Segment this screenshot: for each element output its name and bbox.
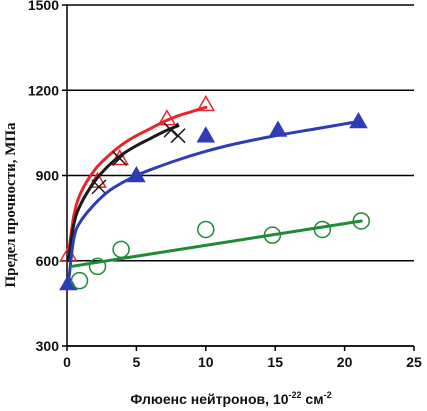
y-tick-label: 300 bbox=[36, 338, 60, 354]
series-2-line bbox=[66, 124, 180, 263]
x-axis-title: Флюенс нейтронов, 10-22 см-2 bbox=[130, 390, 331, 407]
x-tick-label: 20 bbox=[337, 354, 353, 370]
x-axis-title-unit-exponent: -2 bbox=[324, 390, 332, 400]
data-point bbox=[196, 126, 216, 143]
series-1-line bbox=[66, 105, 208, 257]
data-point bbox=[91, 179, 107, 195]
data-point bbox=[197, 220, 215, 239]
data-point bbox=[313, 220, 332, 239]
series-4-line bbox=[69, 219, 363, 268]
x-axis-title-exponent: -22 bbox=[289, 390, 302, 400]
axes bbox=[62, 4, 415, 351]
data-point bbox=[163, 122, 179, 138]
y-tick-label: 1200 bbox=[28, 82, 59, 98]
x-tick-label: 25 bbox=[406, 354, 422, 370]
data-point bbox=[127, 165, 146, 183]
y-tick-label: 900 bbox=[36, 168, 60, 184]
data-point bbox=[263, 226, 282, 244]
data-point bbox=[349, 111, 368, 129]
x-tick-label: 0 bbox=[63, 354, 71, 370]
y-tick-label: 600 bbox=[36, 253, 60, 269]
plot-area bbox=[59, 94, 371, 291]
series-4 bbox=[69, 212, 371, 290]
data-point bbox=[112, 150, 128, 166]
series-3 bbox=[59, 111, 368, 291]
y-axis-title: Предел прочности, МПа bbox=[3, 122, 19, 288]
data-point bbox=[268, 120, 288, 137]
data-point bbox=[196, 94, 216, 112]
data-point bbox=[88, 171, 107, 188]
y-tick-label: 1500 bbox=[28, 0, 59, 13]
x-axis-title-unit: см bbox=[302, 391, 324, 407]
x-tick-label: 5 bbox=[133, 354, 141, 370]
data-point bbox=[170, 128, 186, 144]
data-point bbox=[352, 212, 371, 230]
data-point bbox=[70, 271, 89, 290]
y-tick-labels: 300 600 900 1200 1500 bbox=[28, 0, 59, 354]
grid-lines bbox=[67, 4, 414, 347]
x-tick-label: 10 bbox=[198, 354, 214, 370]
data-point bbox=[112, 240, 130, 259]
data-point bbox=[157, 109, 177, 126]
data-point bbox=[88, 257, 107, 276]
x-tick-label: 15 bbox=[267, 354, 283, 370]
series-2 bbox=[66, 122, 186, 263]
x-tick-labels: 0 5 10 15 20 25 bbox=[63, 354, 422, 370]
x-axis-title-main: Флюенс нейтронов, 10 bbox=[130, 391, 288, 407]
